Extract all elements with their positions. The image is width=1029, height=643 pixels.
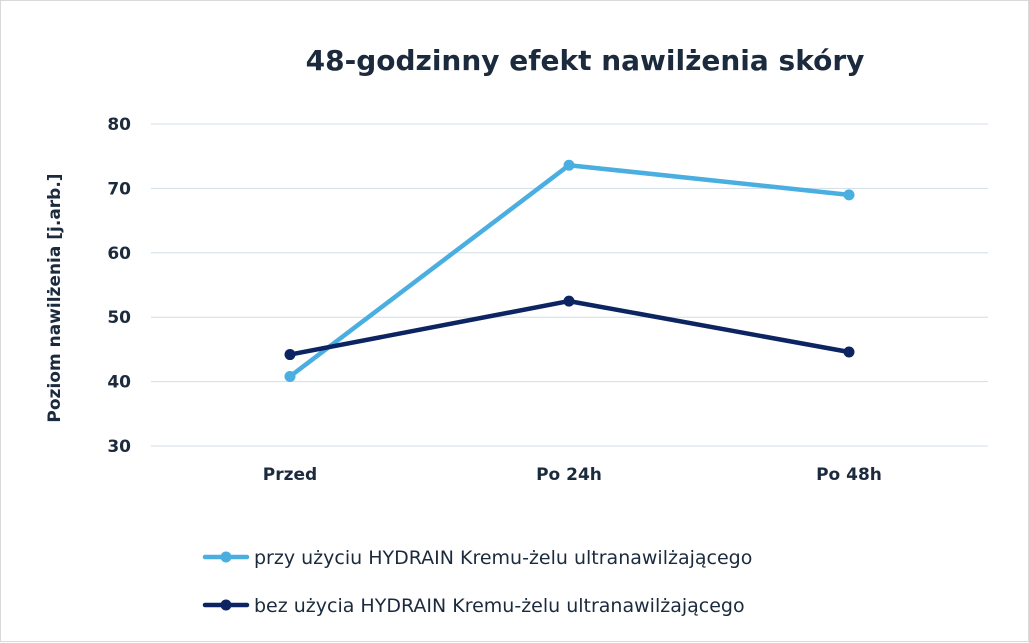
legend-marker [220,551,232,563]
series-2 [284,295,855,361]
data-point [563,295,575,307]
chart-title: 48-godzinny efekt nawilżenia skóry [306,44,865,77]
data-point [563,159,575,171]
legend-marker [220,599,232,611]
y-axis-label: Poziom nawilżenia [j.arb.] [45,173,65,422]
data-point [843,346,855,358]
data-point [284,349,296,361]
x-tick-label: Przed [263,465,317,485]
series-lines [284,159,855,382]
y-tick-labels: 30 40 50 60 70 80 [107,115,131,457]
x-tick-labels: Przed Po 24h Po 48h [263,465,882,485]
series-1 [284,159,855,382]
legend-label: przy użyciu HYDRAIN Kremu-żelu ultranawi… [254,547,752,569]
series-line [287,298,852,357]
data-point [284,370,296,382]
legend-item: bez użycia HYDRAIN Kremu-żelu ultranawil… [202,595,745,617]
y-tick-label: 50 [107,308,131,328]
data-point [843,189,855,201]
x-tick-label: Po 48h [816,465,882,485]
legend-item: przy użyciu HYDRAIN Kremu-żelu ultranawi… [202,547,752,569]
series-line [287,162,852,379]
y-tick-label: 30 [107,437,131,457]
y-tick-label: 80 [107,115,131,135]
y-tick-label: 60 [107,244,131,264]
legend: przy użyciu HYDRAIN Kremu-żelu ultranawi… [202,547,752,617]
y-tick-label: 70 [107,179,131,199]
x-tick-label: Po 24h [536,465,602,485]
legend-label: bez użycia HYDRAIN Kremu-żelu ultranawil… [254,595,745,617]
y-tick-label: 40 [107,373,131,393]
gridlines [151,123,988,447]
